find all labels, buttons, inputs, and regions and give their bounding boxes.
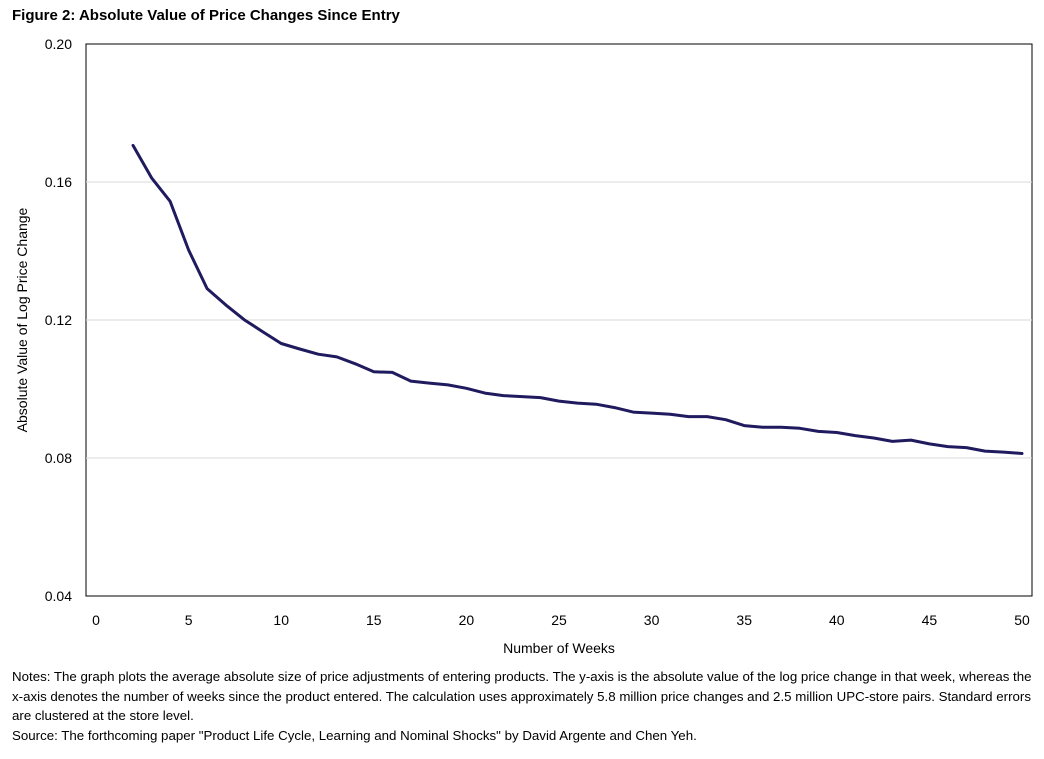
x-tick-label: 5 [185, 612, 193, 628]
y-axis-ticks: 0.04 0.08 0.12 0.16 0.20 [45, 36, 72, 604]
series-layer [131, 143, 1024, 455]
x-tick-label: 20 [459, 612, 475, 628]
line-chart: 0.04 0.08 0.12 0.16 0.20 0 5 10 15 20 25 30 35 40 45 5… [14, 36, 1033, 656]
y-tick-label: 0.12 [45, 312, 72, 328]
x-tick-label: 30 [644, 612, 660, 628]
y-tick-label: 0.20 [45, 36, 72, 52]
chart-title: Figure 2: Absolute Value of Price Change… [12, 7, 400, 24]
source-text: Source: The forthcoming paper "Product L… [12, 727, 697, 743]
y-tick-label: 0.04 [45, 588, 72, 604]
x-tick-label: 50 [1014, 612, 1030, 628]
notes: Notes: The graph plots the average absol… [12, 667, 1036, 745]
x-tick-label: 35 [736, 612, 752, 628]
x-tick-label: 10 [273, 612, 289, 628]
x-tick-label: 45 [922, 612, 938, 628]
x-axis-label: Number of Weeks [503, 640, 615, 656]
x-tick-label: 15 [366, 612, 382, 628]
y-axis-label: Absolute Value of Log Price Change [14, 207, 30, 432]
notes-text: Notes: The graph plots the average absol… [12, 669, 1032, 723]
x-tick-label: 40 [829, 612, 845, 628]
y-tick-label: 0.16 [45, 174, 72, 190]
x-tick-label: 0 [92, 612, 100, 628]
x-axis-ticks: 0 5 10 15 20 25 30 35 40 45 50 [92, 612, 1030, 628]
series-line-0 [131, 143, 1024, 455]
y-tick-label: 0.08 [45, 450, 72, 466]
x-tick-label: 25 [551, 612, 567, 628]
